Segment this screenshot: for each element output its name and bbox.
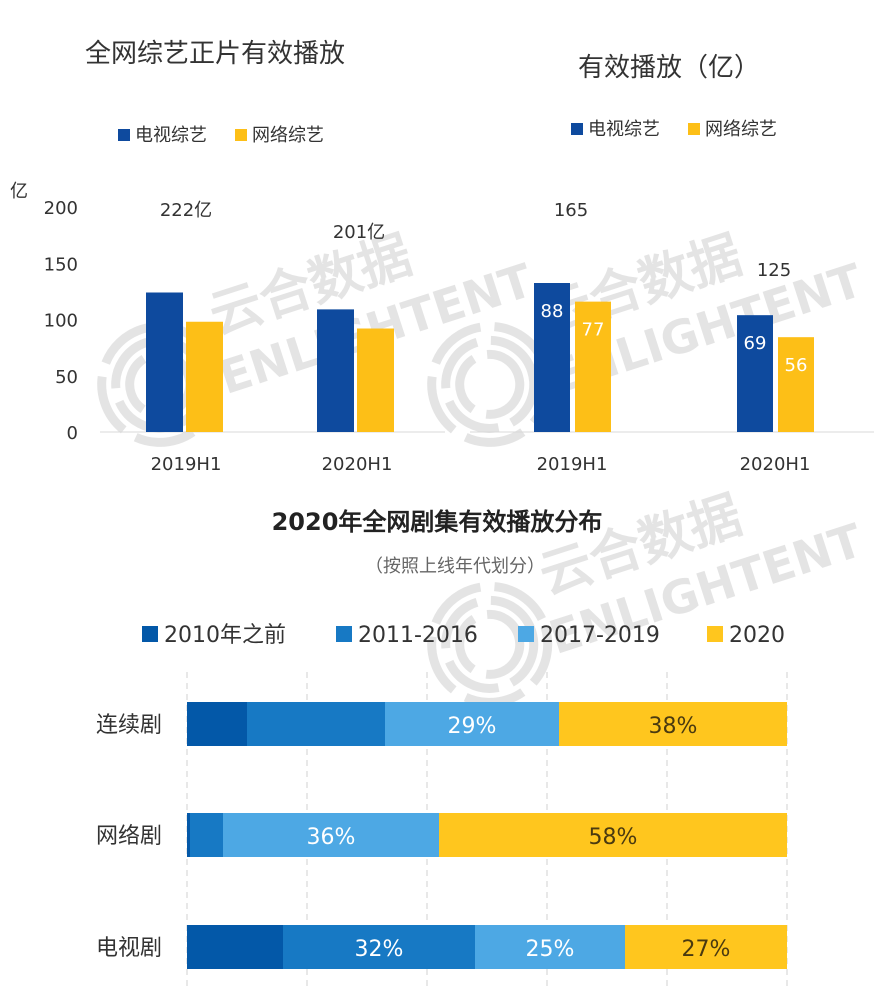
bar-segment: [190, 813, 223, 857]
data-label: 77: [582, 320, 605, 341]
legend-label-net: 网络综艺: [252, 125, 324, 146]
bar-segment: [187, 702, 247, 746]
legend-label: 2010年之前: [164, 623, 286, 648]
bar-segment: [625, 925, 787, 969]
segment-label: 27%: [682, 937, 731, 962]
bar-segment: [223, 813, 439, 857]
category-label: 电视剧: [96, 936, 162, 961]
legend-swatch-net: [688, 123, 700, 135]
legend-label: 2011-2016: [358, 623, 478, 648]
legend-swatch: [336, 626, 352, 642]
bar-segment: [187, 813, 190, 857]
chart3-subtitle: （按照上线年代划分）: [365, 556, 545, 577]
legend-label: 2017-2019: [540, 623, 660, 648]
bar-segment: [475, 925, 625, 969]
chart2-title: 有效播放（亿）: [578, 53, 760, 83]
y-axis-unit: 亿: [10, 181, 28, 202]
y-tick-label: 150: [44, 254, 78, 275]
legend-label-tv: 电视综艺: [135, 125, 207, 146]
bar-tv: [146, 292, 183, 432]
category-label: 网络剧: [96, 824, 162, 849]
bar-segment: [559, 702, 787, 746]
total-label: 222亿: [160, 200, 212, 221]
y-tick-label: 100: [44, 311, 78, 332]
total-label: 201亿: [333, 222, 385, 243]
watermark-ring: [455, 349, 525, 419]
bar-segment: [247, 702, 385, 746]
x-tick-label: 2020H1: [740, 454, 811, 475]
data-label: 69: [744, 333, 767, 354]
segment-label: 29%: [448, 714, 497, 739]
bar-segment: [283, 925, 475, 969]
legend-label-tv: 电视综艺: [588, 119, 660, 140]
data-label: 88: [541, 301, 564, 322]
bar-net: [575, 301, 611, 432]
chart3-title: 2020年全网剧集有效播放分布: [272, 508, 603, 536]
chart1-title: 全网综艺正片有效播放: [85, 39, 345, 69]
bar-segment: [187, 925, 283, 969]
y-tick-label: 200: [44, 198, 78, 219]
bar-tv: [534, 283, 570, 432]
x-tick-label: 2019H1: [151, 454, 222, 475]
watermark-ring: [441, 335, 539, 433]
bar-net: [778, 337, 814, 432]
legend-swatch-tv: [571, 123, 583, 135]
bar-segment: [439, 813, 787, 857]
legend-swatch-tv: [118, 129, 130, 141]
bar-segment: [385, 702, 559, 746]
x-tick-label: 2019H1: [537, 454, 608, 475]
x-tick-label: 2020H1: [322, 454, 393, 475]
segment-label: 36%: [307, 825, 356, 850]
category-label: 连续剧: [96, 713, 162, 738]
bar-tv: [317, 309, 354, 432]
data-label: 56: [785, 355, 808, 376]
total-label: 125: [757, 260, 791, 281]
segment-label: 32%: [355, 937, 404, 962]
segment-label: 25%: [526, 937, 575, 962]
legend-label: 2020: [729, 623, 785, 648]
legend-swatch-net: [235, 129, 247, 141]
y-tick-label: 50: [55, 367, 78, 388]
segment-label: 58%: [589, 825, 638, 850]
segment-label: 38%: [649, 714, 698, 739]
legend-label-net: 网络综艺: [705, 119, 777, 140]
total-label: 165: [554, 200, 588, 221]
bar-tv: [737, 315, 773, 432]
legend-swatch: [707, 626, 723, 642]
legend-swatch: [518, 626, 534, 642]
y-tick-label: 0: [67, 423, 78, 444]
bar-net: [357, 328, 394, 432]
bar-net: [186, 321, 223, 432]
legend-swatch: [142, 626, 158, 642]
